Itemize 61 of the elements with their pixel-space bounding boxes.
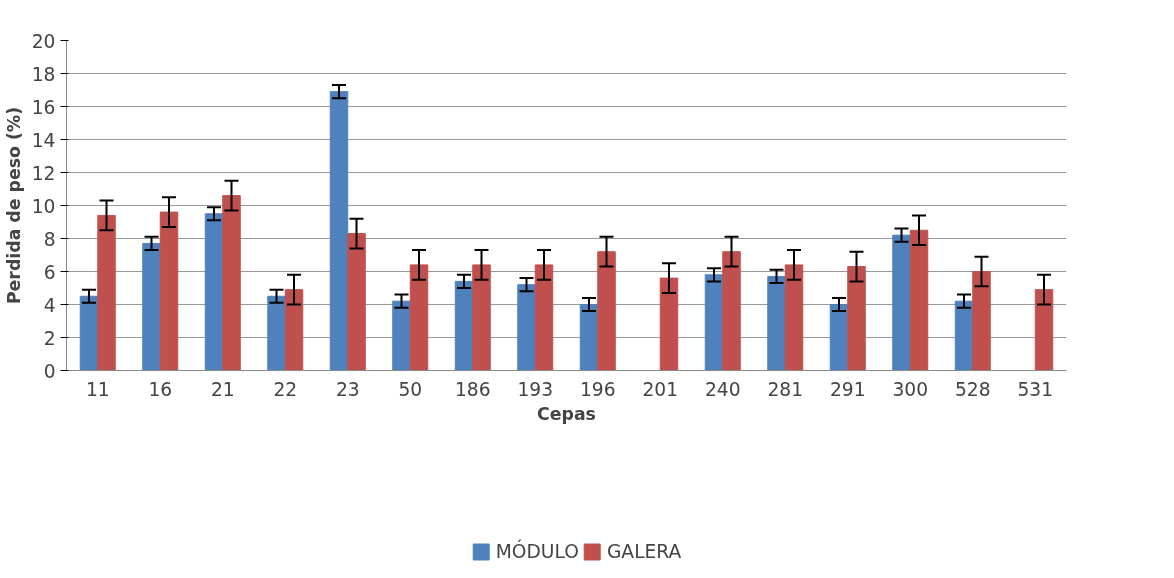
- x-tick-label: 291: [829, 378, 866, 400]
- y-tick-label: 18: [31, 63, 56, 85]
- bar: [472, 264, 491, 371]
- x-tick-label: 240: [704, 378, 741, 400]
- y-tick-label: 14: [31, 129, 56, 151]
- x-tick-label: 50: [398, 378, 423, 400]
- bar: [954, 300, 974, 371]
- y-tick-label: 2: [43, 327, 56, 349]
- bar: [454, 280, 474, 371]
- bar: [97, 214, 116, 371]
- x-tick-label: 196: [579, 378, 616, 400]
- x-tick-label: 23: [335, 378, 360, 400]
- bar: [159, 211, 179, 371]
- x-tick-label: 201: [642, 378, 679, 400]
- bar: [597, 251, 616, 371]
- x-tick-label: 300: [892, 378, 929, 400]
- bar: [409, 264, 429, 371]
- bar: [204, 213, 224, 371]
- bar: [579, 304, 599, 371]
- x-axis-title: Cepas: [537, 403, 596, 424]
- bar: [972, 271, 991, 371]
- bar: [784, 264, 804, 371]
- y-tick-label: 10: [31, 195, 56, 217]
- y-tick-label: 8: [43, 228, 56, 250]
- y-tick-label: 4: [43, 294, 56, 316]
- bar: [722, 251, 741, 371]
- x-tick-label: 281: [767, 378, 804, 400]
- x-tick-label: 528: [954, 378, 991, 400]
- bar: [534, 264, 554, 371]
- x-tick-label: 531: [1017, 378, 1054, 400]
- bar: [659, 277, 679, 371]
- x-tick-label: 21: [210, 378, 235, 400]
- y-tick-label: 6: [43, 261, 56, 283]
- x-tick-label: 186: [454, 378, 491, 400]
- bar: [829, 304, 849, 371]
- bar: [267, 295, 286, 371]
- x-tick-label: 193: [517, 378, 554, 400]
- bar: [347, 233, 366, 371]
- x-tick-label: 11: [85, 378, 110, 400]
- y-tick-label: 12: [31, 162, 56, 184]
- x-tick-label: 22: [273, 378, 298, 400]
- legend-label: MÓDULO: [495, 540, 579, 562]
- bar: [767, 275, 786, 371]
- bar: [909, 229, 929, 371]
- bar: [329, 91, 349, 371]
- bar: [79, 295, 99, 371]
- bar: [222, 195, 241, 371]
- bar: [704, 274, 724, 371]
- bar: [142, 242, 161, 371]
- y-tick-label: 0: [43, 360, 56, 382]
- y-tick-label: 20: [31, 30, 56, 52]
- bar: [517, 284, 536, 371]
- bar: [392, 300, 411, 371]
- legend-label: GALERA: [606, 540, 682, 562]
- y-axis-title: Perdida de peso (%): [3, 106, 24, 305]
- bar: [847, 266, 866, 371]
- y-tick-label: 16: [31, 96, 56, 118]
- bar: [1034, 289, 1054, 371]
- bar: [892, 234, 911, 371]
- bar: [284, 289, 304, 371]
- x-tick-label: 16: [148, 378, 173, 400]
